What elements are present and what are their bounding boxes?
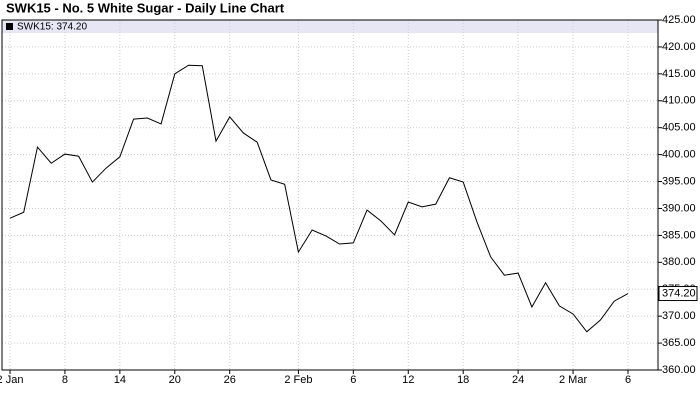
y-tick-label: 395.00 bbox=[662, 175, 696, 187]
x-tick-label: 14 bbox=[114, 374, 126, 386]
y-tick-label: 360.00 bbox=[662, 364, 696, 376]
x-tick-label: 8 bbox=[62, 374, 68, 386]
legend-swatch bbox=[6, 23, 13, 30]
plot-frame bbox=[1, 19, 659, 371]
y-tick-label: 425.00 bbox=[662, 14, 696, 26]
price-line bbox=[9, 64, 629, 333]
y-tick-label: 410.00 bbox=[662, 95, 696, 107]
y-tick-label: 400.00 bbox=[662, 149, 696, 161]
y-tick-label: 415.00 bbox=[662, 68, 696, 80]
x-tick-label: 18 bbox=[457, 374, 469, 386]
x-tick-label: 2 Feb bbox=[284, 374, 312, 386]
x-tick-label: 26 bbox=[224, 374, 236, 386]
y-tick-label: 405.00 bbox=[662, 122, 696, 134]
last-price-label: 374.20 bbox=[662, 287, 696, 299]
x-tick-label: 6 bbox=[625, 374, 631, 386]
x-tick-label: 6 bbox=[350, 374, 356, 386]
x-tick-label: 20 bbox=[169, 374, 181, 386]
legend-band bbox=[2, 20, 658, 33]
y-tick-label: 380.00 bbox=[662, 256, 696, 268]
y-tick-label: 385.00 bbox=[662, 229, 696, 241]
last-price-box bbox=[658, 286, 698, 302]
y-tick-label: 370.00 bbox=[662, 310, 696, 322]
x-tick-label: 12 bbox=[402, 374, 414, 386]
y-tick-label: 365.00 bbox=[662, 337, 696, 349]
legend-label: SWK15: 374.20 bbox=[17, 22, 87, 33]
x-tick-label: 2 Mar bbox=[559, 374, 587, 386]
x-tick-label: 2 Jan bbox=[0, 374, 23, 386]
y-tick-label: 390.00 bbox=[662, 202, 696, 214]
chart-title: SWK15 - No. 5 White Sugar - Daily Line C… bbox=[6, 0, 285, 15]
y-tick-label: 420.00 bbox=[662, 41, 696, 53]
x-tick-label: 24 bbox=[512, 374, 524, 386]
